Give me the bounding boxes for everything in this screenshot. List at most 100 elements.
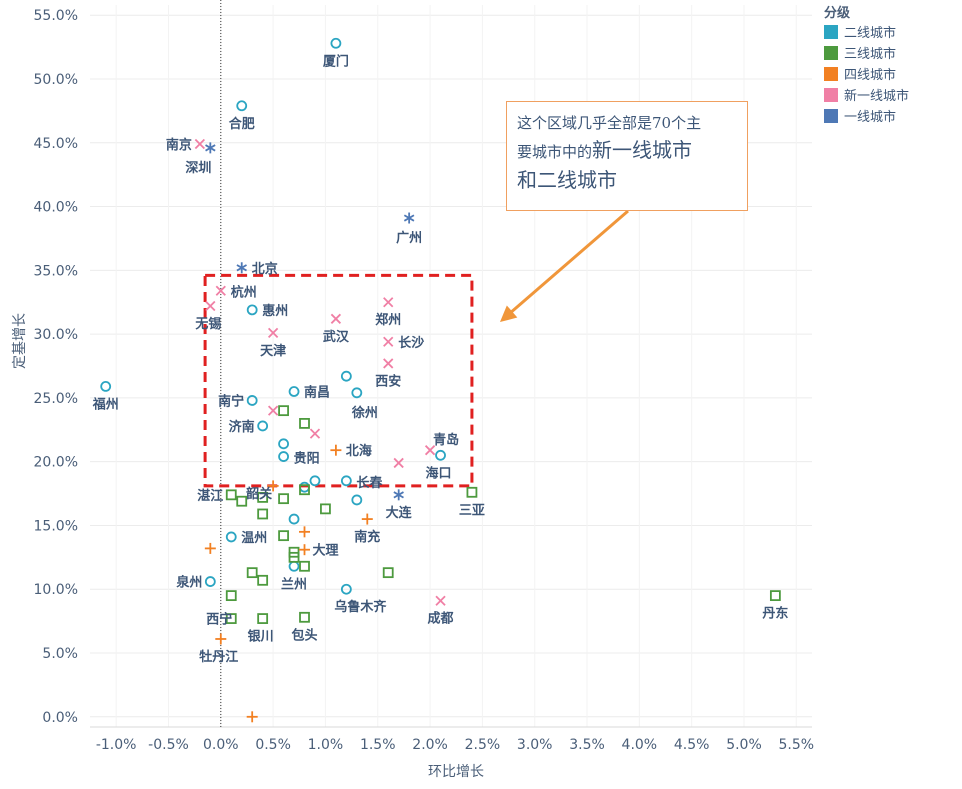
- x-tick-label: 2.5%: [465, 737, 501, 753]
- point-x: [215, 285, 226, 296]
- point-square: [225, 590, 237, 602]
- point-ast-b: [403, 214, 415, 222]
- point-label: 合肥: [229, 116, 255, 132]
- arrow-head: [500, 305, 518, 322]
- point-circle: [288, 560, 300, 572]
- point-circle: [288, 386, 300, 397]
- legend-swatch: [824, 88, 838, 102]
- y-tick-label: 20.0%: [34, 455, 78, 471]
- arrow-shaft: [508, 209, 629, 316]
- legend-title: 分级: [824, 5, 851, 21]
- point-x-b: [330, 313, 342, 324]
- point-label: 无锡: [194, 316, 221, 332]
- point-x: [205, 300, 216, 312]
- point-square: [225, 613, 237, 624]
- point-square: [278, 493, 289, 505]
- point-circle: [340, 475, 352, 487]
- point-square: [257, 508, 269, 520]
- x-tick-label: 4.0%: [622, 737, 658, 753]
- point-label: 惠州: [262, 303, 288, 319]
- point-circle: [246, 304, 258, 316]
- point-label: 广州: [396, 230, 422, 246]
- y-tick-label: 45.0%: [34, 136, 78, 152]
- point-square: [466, 486, 478, 498]
- point-x-b: [267, 327, 279, 338]
- point-label: 海口: [426, 465, 452, 481]
- x-tick-label: 5.5%: [779, 737, 815, 753]
- annotation-box: 这个区域几乎全部是70个主 要城市中的新一线城市 和二线城市: [506, 101, 748, 211]
- point-square: [278, 530, 289, 542]
- point-plus: [267, 480, 279, 492]
- point-label: 天津: [260, 343, 286, 359]
- point-circle: [236, 100, 248, 112]
- point-label: 三亚: [459, 503, 485, 518]
- point-asterisk: [403, 212, 415, 224]
- annotation-line-2-emph: 新一线城市: [592, 137, 693, 162]
- point-circle: [246, 304, 258, 316]
- legend-swatch: [824, 67, 838, 81]
- point-square: [257, 574, 269, 586]
- point-x-b: [424, 445, 436, 456]
- x-tick-label: 5.0%: [726, 737, 762, 753]
- point-label: 南宁: [218, 393, 244, 409]
- x-tick-label: 4.5%: [674, 737, 710, 753]
- point-label: 福州: [92, 396, 119, 412]
- point-square: [257, 574, 269, 586]
- point-circle: [246, 395, 258, 406]
- point-circle: [257, 420, 269, 432]
- point-square: [278, 530, 289, 542]
- legend-swatch: [824, 25, 838, 39]
- point-circle: [351, 494, 363, 506]
- point-circle: [204, 576, 216, 587]
- point-x: [383, 297, 394, 308]
- point-label: 温州: [241, 531, 267, 546]
- point-square: [299, 484, 310, 496]
- point-circle: [351, 494, 363, 506]
- point-label: 丹东: [762, 606, 788, 622]
- point-square: [246, 567, 258, 579]
- point-circle: [100, 381, 112, 392]
- point-circle: [340, 475, 352, 487]
- y-tick-label: 30.0%: [34, 327, 78, 343]
- point-x: [267, 405, 279, 416]
- point-label: 牡丹江: [199, 649, 238, 665]
- point-square: [382, 567, 394, 579]
- point-square: [236, 495, 248, 507]
- point-square: [278, 405, 289, 417]
- point-square: [299, 611, 310, 623]
- y-tick-label: 25.0%: [34, 391, 78, 407]
- point-x-b: [215, 285, 226, 296]
- data-points: [100, 37, 781, 723]
- point-square: [236, 495, 248, 507]
- point-plus: [361, 513, 373, 525]
- point-label: 包头: [291, 627, 317, 643]
- point-circle: [288, 513, 300, 525]
- highlight-box: [203, 273, 474, 488]
- point-label: 大连: [386, 505, 413, 521]
- point-x-b: [383, 297, 394, 308]
- point-x: [267, 327, 279, 338]
- point-x: [383, 336, 394, 347]
- x-tick-label: 3.5%: [569, 737, 605, 753]
- point-label: 北海: [346, 443, 372, 459]
- legend-swatch: [824, 109, 838, 123]
- point-x-b: [205, 300, 216, 312]
- point-circle: [204, 576, 216, 587]
- x-tick-label: 3.0%: [517, 737, 553, 753]
- point-ast-b: [236, 264, 247, 272]
- point-circle: [278, 451, 289, 462]
- x-tick-label: 1.5%: [360, 737, 396, 753]
- point-circle: [340, 370, 352, 382]
- point-circle: [351, 387, 363, 399]
- point-circle: [278, 438, 289, 450]
- point-label: 湛江: [197, 488, 223, 504]
- point-circle: [435, 449, 446, 461]
- point-circle: [257, 420, 269, 432]
- point-circle: [236, 100, 248, 112]
- point-label: 韶关: [246, 486, 272, 502]
- point-square: [257, 508, 269, 520]
- legend-swatch: [824, 46, 838, 60]
- x-tick-label: -0.5%: [148, 737, 189, 753]
